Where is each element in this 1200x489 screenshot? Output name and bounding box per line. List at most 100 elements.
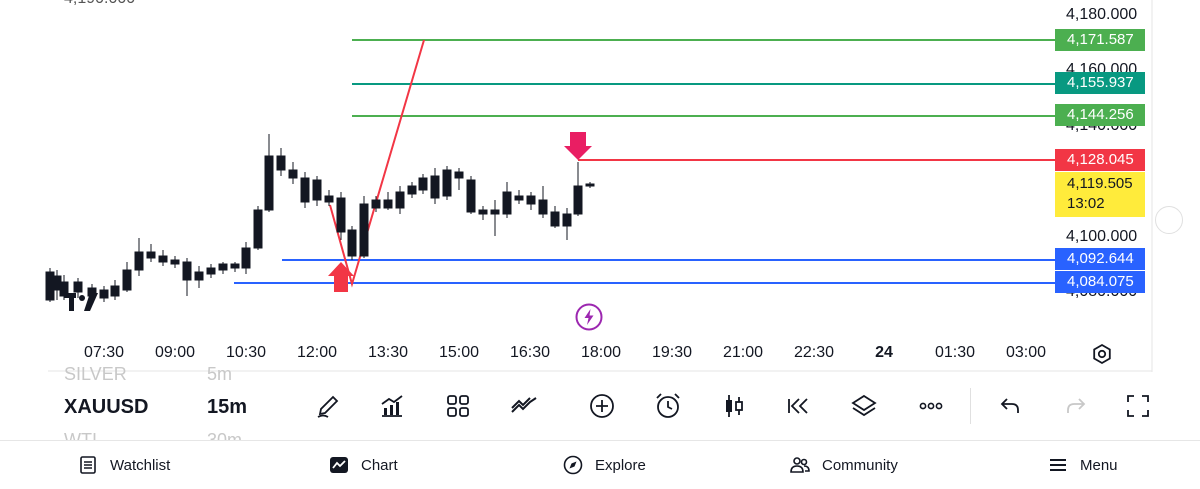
bear-candle: [573, 185, 583, 215]
nav-community-label: Community: [822, 456, 898, 474]
bear-candle: [585, 183, 595, 187]
time-axis-label: 01:30: [934, 344, 976, 361]
bear-candle: [371, 199, 381, 209]
toolbar-divider: [970, 388, 971, 424]
alarm-icon[interactable]: [652, 390, 684, 422]
bear-candle: [347, 229, 357, 257]
time-axis-label: 03:00: [1005, 344, 1047, 361]
current-price: 4,119.505: [1067, 175, 1133, 192]
prev-interval[interactable]: 5m: [207, 364, 233, 384]
sl-price-tag: 4,128.045: [1055, 149, 1145, 171]
layers-icon[interactable]: [848, 390, 880, 422]
nav-menu[interactable]: Menu: [1048, 441, 1118, 489]
rewind-icon[interactable]: [782, 390, 814, 422]
bear-candle: [122, 269, 132, 291]
more-icon[interactable]: [915, 390, 947, 422]
bear-candle: [395, 191, 405, 209]
bear-candle: [194, 271, 204, 281]
bear-candle: [99, 289, 109, 299]
nav-menu-label: Menu: [1080, 456, 1118, 474]
bear-candle: [276, 155, 286, 171]
bear-candle: [73, 281, 83, 293]
menu-icon: [1050, 459, 1066, 471]
nav-explore-label: Explore: [595, 456, 646, 474]
buy-arrow-icon: [328, 262, 354, 292]
bear-candle: [562, 213, 572, 227]
bear-candle: [550, 211, 560, 227]
bear-candle: [146, 251, 156, 259]
redo-icon[interactable]: [1060, 390, 1092, 422]
bear-candle: [490, 209, 500, 215]
time-axis-label: 16:30: [509, 344, 551, 361]
prev-symbol[interactable]: SILVER: [64, 364, 127, 384]
lightning-circle-icon[interactable]: [574, 302, 604, 332]
time-axis-label: 10:30: [225, 344, 267, 361]
level-price-tag: 4,092.644: [1055, 248, 1145, 270]
tp-price-tag: 4,144.256: [1055, 104, 1145, 126]
community-icon: [790, 457, 810, 473]
bear-candle: [241, 247, 251, 269]
wave-icon[interactable]: [508, 390, 540, 422]
interval-selector[interactable]: 15m: [207, 396, 248, 418]
gear-icon[interactable]: [1090, 342, 1114, 366]
bear-candle: [538, 199, 548, 215]
tp-price-tag: 4,155.937: [1055, 72, 1145, 94]
symbol-selector[interactable]: XAUUSD: [64, 396, 149, 418]
bear-candle: [158, 255, 168, 263]
nav-chart[interactable]: Chart: [329, 441, 398, 489]
tp-price-tag: 4,171.587: [1055, 29, 1145, 51]
watchlist-icon: [80, 456, 96, 474]
chart-area[interactable]: 4,190.000 4,180.000 4,160.000 4,140.000 …: [0, 0, 1200, 372]
bear-candle: [466, 179, 476, 213]
grid-icon[interactable]: [442, 390, 474, 422]
bear-candle: [359, 203, 369, 257]
price-axis-label: 4,180.000: [1066, 6, 1138, 23]
price-chart[interactable]: [0, 0, 1200, 372]
bear-candle: [253, 209, 263, 249]
current-price-tag: 4,119.505 13:02: [1055, 172, 1145, 217]
bear-candle: [442, 169, 452, 197]
bear-candle: [526, 195, 536, 205]
projection-path: [329, 39, 425, 288]
undo-icon[interactable]: [994, 390, 1026, 422]
bear-candle: [134, 251, 144, 271]
nav-explore[interactable]: Explore: [563, 441, 646, 489]
bear-candle: [264, 155, 274, 211]
scroll-handle[interactable]: [1155, 206, 1183, 234]
bear-candle: [300, 177, 310, 203]
candle-icon[interactable]: [718, 390, 750, 422]
fullscreen-icon[interactable]: [1122, 390, 1154, 422]
indicators-icon[interactable]: [376, 390, 408, 422]
bear-candle: [418, 177, 428, 191]
pencil-icon[interactable]: [312, 390, 344, 422]
nav-chart-label: Chart: [361, 456, 398, 474]
bear-candle: [288, 169, 298, 179]
bear-candle: [218, 263, 228, 271]
bear-candle: [454, 171, 464, 179]
level-price-tag: 4,084.075: [1055, 271, 1145, 293]
bear-candle: [336, 197, 346, 233]
plus-circle-icon[interactable]: [586, 390, 618, 422]
bear-candle: [502, 191, 512, 215]
bear-candle: [478, 209, 488, 215]
nav-watchlist-label: Watchlist: [110, 456, 171, 474]
nav-watchlist[interactable]: Watchlist: [78, 441, 170, 489]
time-axis-label: 19:30: [651, 344, 693, 361]
time-axis-label: 18:00: [580, 344, 622, 361]
bear-candle: [312, 179, 322, 201]
bear-candle: [514, 195, 524, 201]
price-axis-label: 4,100.000: [1066, 228, 1138, 245]
time-axis-label: 09:00: [154, 344, 196, 361]
nav-community[interactable]: Community: [790, 441, 898, 489]
time-axis-label: 15:00: [438, 344, 480, 361]
bear-candle: [182, 261, 192, 281]
time-axis-label: 22:30: [793, 344, 835, 361]
partial-price-label: 4,190.000: [64, 0, 135, 8]
bottom-toolbar: SILVER 5m XAUUSD 15m WTI 30m: [0, 364, 1200, 450]
bear-candle: [383, 199, 393, 209]
tradingview-logo: [62, 290, 106, 314]
bear-candle: [230, 263, 240, 269]
bear-candle: [110, 285, 120, 297]
bottom-nav: Watchlist Chart Explore Community Menu: [0, 440, 1200, 489]
bear-candle: [170, 259, 180, 265]
